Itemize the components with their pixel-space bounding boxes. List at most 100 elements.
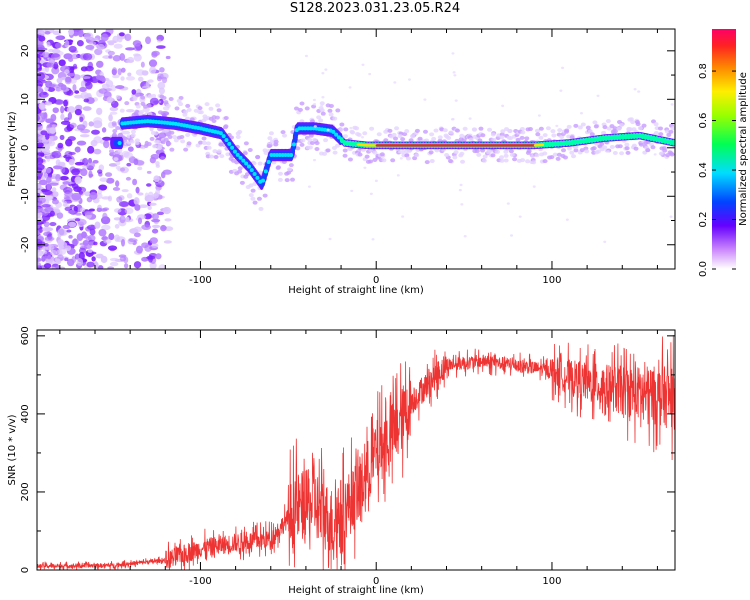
spectral-noise-blob — [120, 76, 125, 81]
spectral-ridge-inner — [559, 140, 564, 147]
colorbar-tick-label: 0.2 — [698, 212, 709, 228]
spectral-ridge-inner — [626, 133, 631, 140]
spectral-noise-blob — [88, 208, 95, 212]
spectral-halo-blob — [174, 106, 180, 111]
spectral-ridge-inner — [297, 126, 302, 131]
spectral-noise-blob — [108, 55, 113, 59]
spectral-halo-blob — [339, 122, 345, 127]
spectral-halo-blob — [320, 111, 326, 116]
spectral-noise-blob — [125, 59, 135, 63]
spectral-halo-blob — [612, 151, 618, 156]
spectral-halo-blob — [369, 126, 375, 131]
spectral-outlier — [637, 90, 641, 93]
spectral-halo-blob — [480, 148, 486, 153]
spectral-halo-blob — [252, 200, 258, 205]
spectral-noise-blob — [37, 249, 44, 257]
spectral-halo-blob — [658, 126, 664, 131]
spectral-halo-blob — [161, 95, 167, 100]
spectral-ridge-inner — [232, 149, 237, 154]
spectral-halo-blob — [151, 93, 157, 98]
spectral-noise-blob — [146, 170, 152, 174]
spectral-halo-blob — [299, 101, 305, 106]
colorbar-tick-label: 0.0 — [698, 261, 709, 277]
spectral-noise-blob — [133, 232, 141, 238]
spectral-noise-blob — [147, 205, 152, 211]
spectral-halo-blob — [624, 146, 630, 151]
spectral-noise-blob — [160, 224, 167, 232]
spectral-ridge-inner — [283, 153, 288, 158]
spectral-halo-blob — [650, 119, 656, 124]
spectral-halo-blob — [618, 123, 624, 128]
spectral-ridge-inner — [615, 134, 620, 141]
spectral-noise-blob — [89, 191, 98, 200]
spectral-halo-blob — [452, 155, 458, 160]
spectral-noise-blob — [37, 261, 42, 268]
spectral-noise-blob — [62, 225, 71, 230]
spectral-halo-blob — [414, 128, 420, 133]
spectral-noise-blob — [78, 247, 87, 254]
spectral-noise-blob — [95, 253, 104, 259]
spectral-halo-blob — [124, 101, 130, 106]
spectral-ridge-inner — [334, 132, 339, 137]
spectral-halo-blob — [201, 136, 207, 141]
spectral-outlier — [313, 158, 317, 162]
spectral-noise-blob — [93, 117, 103, 125]
spectral-ridge-inner — [269, 153, 274, 158]
spectral-halo-blob — [564, 129, 570, 134]
spectral-halo-blob — [167, 134, 173, 139]
spectral-noise-blob — [149, 261, 157, 269]
spectral-outlier — [368, 72, 372, 76]
spectral-noise-blob — [123, 263, 129, 269]
spectral-outlier — [555, 124, 559, 128]
spectral-halo-blob — [154, 139, 160, 144]
spectral-halo-blob — [478, 126, 484, 131]
spectral-halo-blob — [152, 144, 158, 149]
spectral-halo-blob — [584, 149, 590, 154]
spectral-noise-blob — [58, 244, 64, 250]
spectral-ridge-inner — [246, 164, 251, 169]
spectral-halo-blob — [653, 131, 659, 136]
spectral-halo-blob — [462, 126, 468, 131]
spectral-noise-blob — [43, 221, 50, 228]
spectral-halo-blob — [602, 145, 608, 150]
spectral-outlier — [324, 68, 328, 71]
spectral-halo-blob — [318, 118, 324, 123]
spectral-halo-blob — [237, 169, 243, 174]
colorbar: 0.0 0.2 0.4 0.6 0.8 Normalized spectral ampl… — [698, 29, 749, 277]
snr-y-tick-label: 400 — [20, 404, 31, 423]
spectral-outlier — [460, 203, 464, 206]
snr-x-tick-label: 0 — [373, 576, 379, 587]
spectral-halo-blob — [555, 156, 561, 161]
spectral-noise-blob — [59, 134, 65, 140]
spectral-halo-blob — [512, 157, 518, 162]
spectral-noise-blob — [97, 43, 105, 51]
spectral-ridge-inner — [266, 160, 271, 165]
spectral-noise-blob — [83, 32, 94, 40]
spectral-halo-blob — [552, 152, 558, 157]
spectral-noise-blob — [55, 35, 63, 40]
spectral-halo-blob — [364, 154, 370, 159]
spectral-halo-blob — [519, 135, 525, 140]
spectral-noise-blob — [108, 232, 115, 241]
spectral-ridge-inner — [275, 153, 280, 158]
spectral-noise-blob — [121, 238, 126, 247]
spectral-noise-blob — [157, 81, 166, 90]
spectral-noise-blob — [141, 70, 149, 76]
spectral-noise-blob — [105, 80, 114, 88]
spectral-halo-blob — [280, 130, 286, 135]
spectral-noise-blob — [149, 252, 157, 258]
spectral-noise-blob — [37, 142, 44, 148]
spectral-halo-blob — [213, 155, 219, 160]
snr-series-line — [37, 335, 675, 570]
spectral-halo-blob — [538, 126, 544, 131]
spectral-noise-blob — [88, 170, 93, 179]
spectral-halo-blob — [304, 106, 310, 111]
spectral-halo-blob — [130, 129, 136, 134]
spectral-noise-blob — [38, 91, 49, 98]
spectral-halo-blob — [218, 142, 224, 147]
spectral-halo-blob — [653, 122, 659, 127]
spectral-halo-blob — [178, 102, 184, 107]
spectral-halo-blob — [631, 143, 637, 148]
spectral-halo-blob — [525, 159, 531, 164]
spectral-outlier — [369, 192, 373, 196]
